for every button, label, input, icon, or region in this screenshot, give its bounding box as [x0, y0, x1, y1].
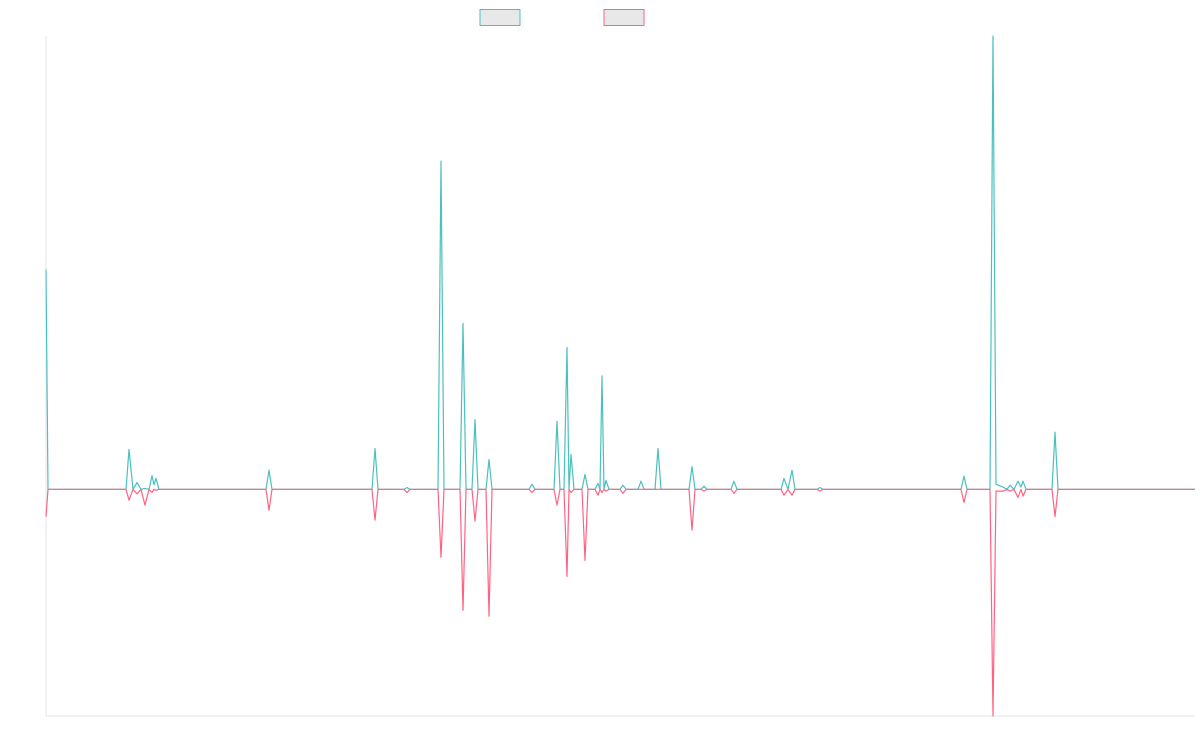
line-series: [45, 488, 1195, 717]
line-series: [45, 35, 1195, 490]
legend-swatch: [603, 9, 645, 26]
legend-swatch: [479, 9, 521, 26]
